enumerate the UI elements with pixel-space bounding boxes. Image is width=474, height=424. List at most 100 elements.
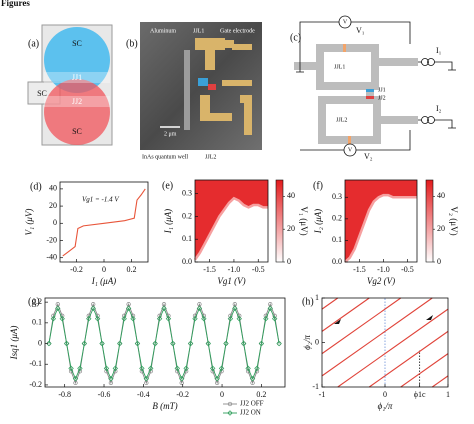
- legend-label: JJ2 OFF: [240, 400, 264, 408]
- circuit: V V₁ I₁ JJL1 JJ1 JJ2 JJL2 I₂ V V₂: [294, 15, 456, 161]
- marker: [121, 316, 127, 322]
- colorbar-tick-label: 20: [437, 224, 445, 233]
- x-tick-label: 0.2: [256, 390, 266, 399]
- electrode: [200, 80, 252, 135]
- colorbar-tick-label: 0: [437, 257, 441, 266]
- marker: [161, 305, 167, 312]
- line: [321, 297, 339, 310]
- jj1-strip: [44, 72, 110, 83]
- y-tick-label: 0.0: [332, 257, 342, 266]
- y-tick-label: -1: [312, 382, 319, 391]
- marker: [236, 316, 242, 322]
- meter-label: V: [343, 19, 348, 25]
- line: [48, 307, 280, 380]
- plot: -1 0 ϕ1c 1 -1 0 1 ϕ₁/π ϕ₂/π: [302, 293, 450, 411]
- x-tick-label: -1.5: [353, 265, 366, 274]
- panel-label: (c): [290, 32, 301, 43]
- heatmap-region: [345, 180, 417, 262]
- marker: [63, 340, 70, 347]
- marker: [174, 365, 180, 372]
- sem-label: Gate electrode: [220, 28, 255, 34]
- circuit-label: JJ2: [378, 95, 386, 101]
- marker: [218, 365, 225, 372]
- sc-label: SC: [72, 39, 82, 48]
- jj2-strip: [44, 96, 110, 107]
- marker: [55, 305, 61, 312]
- line: [62, 188, 146, 257]
- circuit-label: JJL1: [334, 64, 345, 70]
- marker: [249, 376, 256, 382]
- sem-label: JJL1: [193, 28, 204, 34]
- y-axis-label: Isq1 (μA): [9, 326, 19, 361]
- meter-label: V: [348, 147, 353, 153]
- sc-bottom-disc: [44, 79, 110, 145]
- marker: [196, 305, 203, 312]
- panel-label: (h): [302, 296, 314, 307]
- x-tick-label: -1.0: [228, 265, 241, 274]
- circuit-label: JJL2: [336, 117, 347, 123]
- jj-label: JJ1: [72, 73, 82, 82]
- marker: [245, 365, 251, 372]
- marker: [267, 305, 273, 312]
- colorbar-tick-label: 0: [287, 257, 291, 266]
- marker: [139, 365, 145, 372]
- y-tick-label: 0: [315, 337, 319, 346]
- y-tick-label: 0.0: [182, 257, 192, 266]
- x-tick-label: -0.5: [252, 265, 265, 274]
- figure-title: Figures: [1, 0, 30, 8]
- line: [321, 297, 370, 332]
- marker: [99, 340, 105, 347]
- colorbar-tick-label: 40: [287, 191, 295, 200]
- marker: [94, 316, 101, 322]
- marker: [165, 316, 172, 322]
- junction: [208, 84, 216, 90]
- legend-marker: [227, 410, 233, 416]
- y-tick-label: 0.1: [32, 318, 42, 327]
- circuit-label: JJ1: [378, 87, 386, 93]
- x-tick-label: -0.5: [401, 265, 414, 274]
- x-tick-label: -0.2: [70, 265, 83, 274]
- legend-marker: [227, 401, 233, 407]
- sc-top-disc: [44, 27, 110, 93]
- x-tick-label: -0.8: [58, 390, 71, 399]
- circuit-label: V₂: [364, 152, 373, 161]
- marker: [183, 365, 189, 372]
- colorbar: [275, 179, 284, 263]
- plot: Vg1 = -1.4 V -0.2 0 0.2 -40 -20 0 20 40 I₁ (μA) V₁…: [24, 181, 149, 286]
- sem-label: InAs quantum well: [142, 154, 188, 160]
- y-tick-label: 0.2: [332, 214, 342, 223]
- x-tick-label: -1: [319, 390, 326, 399]
- plot: 0 20 40 V₂ (μV) -1.5 -1.0 -0.5 0.0 0.1 0.2 0.3 Vg2 …: [313, 179, 459, 286]
- marker: [192, 316, 198, 322]
- y-tick-label: 0: [53, 218, 57, 227]
- x-tick-label: -0.4: [137, 390, 150, 399]
- marker: [240, 340, 247, 347]
- marker: [179, 376, 185, 382]
- x-tick-label: -1.0: [377, 265, 390, 274]
- panel-label: (d): [30, 181, 42, 192]
- marker: [130, 316, 136, 322]
- colorbar-label: V₁ (μV): [299, 206, 309, 235]
- x-axis-label: Vg2 (V): [367, 276, 395, 286]
- y-tick-label: 40: [49, 184, 57, 193]
- switching-edge: [344, 193, 417, 263]
- legend-label: JJ2 ON: [240, 409, 261, 417]
- sem-label: JJL2: [205, 154, 216, 160]
- marker: [148, 365, 154, 372]
- marker: [72, 376, 79, 382]
- marker: [46, 340, 52, 347]
- sem-label: Aluminum: [150, 28, 176, 34]
- x-axis-label: Vg1 (V): [217, 276, 245, 286]
- y-axis-label: I₁ (μA): [163, 209, 173, 234]
- y-tick-label: 20: [49, 201, 57, 210]
- marker: [227, 316, 234, 322]
- colorbar: [425, 179, 434, 263]
- x-tick-label: 0: [102, 265, 106, 274]
- marker: [134, 340, 141, 347]
- jj2: [366, 96, 374, 99]
- marker: [156, 316, 163, 322]
- junction: [198, 78, 208, 86]
- sc-label: SC: [72, 127, 82, 136]
